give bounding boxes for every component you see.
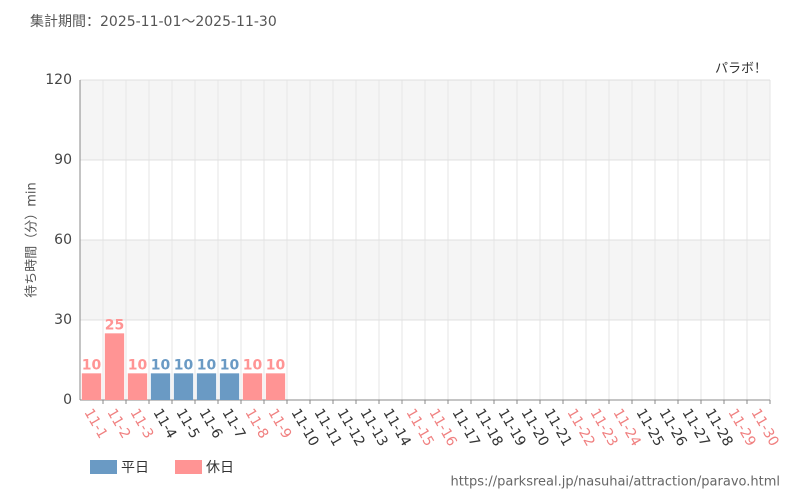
x-tick-label: 11-2 — [104, 406, 134, 442]
x-tick-label: 11-4 — [150, 406, 180, 442]
x-tick-label: 11-1 — [81, 406, 111, 442]
x-tick-label: 11-3 — [127, 406, 157, 442]
y-tick-label: 30 — [54, 312, 72, 328]
x-tick-label: 11-6 — [196, 406, 226, 442]
y-tick-label: 120 — [45, 72, 72, 88]
legend-label: 平日 — [121, 460, 149, 476]
y-axis-title: 待ち時間（分）min — [25, 182, 40, 298]
bar — [265, 373, 286, 400]
y-tick-label: 0 — [63, 392, 72, 408]
bar — [173, 373, 194, 400]
x-tick-label: 11-5 — [173, 406, 203, 442]
data-label: 10 — [197, 357, 217, 373]
bar — [150, 373, 171, 400]
annotation: パラボ！ — [715, 62, 767, 77]
legend-swatch — [90, 460, 117, 474]
bar — [81, 373, 102, 400]
x-tick-label: 11-7 — [219, 406, 249, 442]
data-label: 10 — [174, 357, 194, 373]
data-label: 10 — [151, 357, 171, 373]
legend-label: 休日 — [206, 460, 234, 476]
data-label: 10 — [220, 357, 240, 373]
y-tick-label: 60 — [54, 232, 72, 248]
source: https://parksreal.jp/nasuhai/attraction/… — [451, 475, 780, 490]
data-label: 10 — [82, 357, 102, 373]
data-label: 25 — [105, 317, 124, 333]
bar — [196, 373, 217, 400]
bar — [242, 373, 263, 400]
data-label: 10 — [128, 357, 148, 373]
data-label: 10 — [266, 357, 286, 373]
x-tick-label: 11-9 — [265, 406, 295, 442]
x-tick-label: 11-8 — [242, 406, 272, 442]
data-label: 10 — [243, 357, 263, 373]
period: 集計期間：2025-11-01～2025-11-30 — [30, 13, 277, 30]
bar — [104, 333, 125, 400]
bar — [219, 373, 240, 400]
legend-swatch — [175, 460, 202, 474]
y-tick-label: 90 — [54, 152, 72, 168]
bar — [127, 373, 148, 400]
